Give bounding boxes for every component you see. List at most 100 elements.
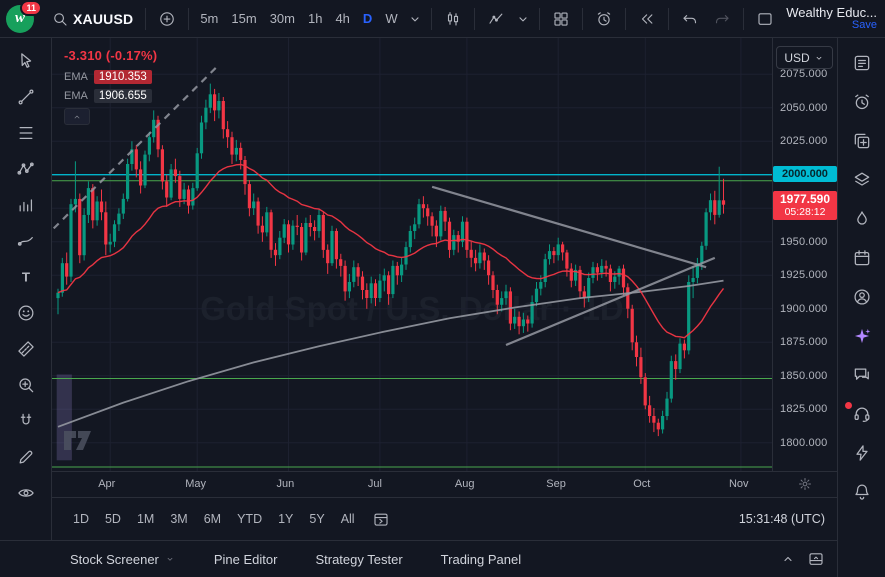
divider: [188, 7, 190, 30]
goto-date-icon[interactable]: [372, 510, 390, 528]
notifications-button[interactable]: [846, 481, 878, 503]
alerts-button[interactable]: [846, 91, 878, 113]
legend-collapse-button[interactable]: [64, 108, 90, 125]
ema-legend-row[interactable]: EMA 1906.655: [64, 89, 157, 103]
tool-magnet-button[interactable]: [10, 410, 42, 432]
tool-trend-line-button[interactable]: [10, 86, 42, 108]
price-tick: 1950.000: [780, 235, 828, 248]
tab-pine-editor[interactable]: Pine Editor: [214, 552, 278, 567]
bar-replay-button[interactable]: [631, 7, 663, 31]
restore-panel-icon[interactable]: [807, 550, 825, 568]
calendar-button[interactable]: [846, 247, 878, 269]
chevron-down-icon: [406, 10, 424, 28]
expand-panel-icon[interactable]: [779, 550, 797, 568]
range-6M[interactable]: 6M: [203, 512, 222, 526]
account-name: Wealthy Educ...: [786, 5, 877, 19]
ai-assistant-button[interactable]: [846, 325, 878, 347]
price-tick: 1925.000: [780, 269, 828, 282]
symbol-search-button[interactable]: XAUUSD: [44, 7, 140, 31]
time-axis[interactable]: Apr May Jun Jul Aug Sep Oct Nov: [52, 471, 837, 497]
timeframe-4h[interactable]: 4h: [335, 11, 350, 26]
alert-button[interactable]: [588, 7, 620, 31]
level-price-badge: 2000.000: [773, 165, 837, 182]
range-3M[interactable]: 3M: [170, 512, 188, 526]
candlestick-chart[interactable]: [52, 38, 772, 471]
tool-text-button[interactable]: T: [10, 266, 42, 288]
templates-button[interactable]: [846, 130, 878, 152]
layout-grid-button[interactable]: [545, 7, 577, 31]
timeframe-30m[interactable]: 30m: [269, 11, 295, 26]
cursor-icon: [16, 51, 36, 71]
divider: [430, 7, 432, 30]
timeframe-5m[interactable]: 5m: [200, 11, 219, 26]
month-label: May: [185, 478, 206, 490]
save-link[interactable]: Save: [851, 18, 877, 31]
app-logo[interactable]: w 11: [6, 0, 42, 34]
timeframe-D[interactable]: D: [362, 11, 373, 26]
tool-ruler-button[interactable]: [10, 338, 42, 360]
hotlists-button[interactable]: [846, 208, 878, 230]
undo-button[interactable]: [674, 7, 706, 31]
range-1D[interactable]: 1D: [73, 512, 89, 526]
chat-button[interactable]: [846, 364, 878, 386]
right-sidebar: [837, 38, 885, 577]
watchlist-button[interactable]: [846, 52, 878, 74]
tab-trading-panel[interactable]: Trading Panel: [441, 552, 521, 567]
magnet-icon: [16, 411, 36, 431]
ruler-icon: [16, 339, 36, 359]
tool-forecast-button[interactable]: [10, 194, 42, 216]
shortcuts-button[interactable]: [846, 442, 878, 464]
tradingview-logo[interactable]: [62, 430, 94, 456]
tool-visibility-button[interactable]: [10, 482, 42, 504]
calendar-icon: [852, 248, 872, 268]
ai-assistant-icon: [852, 326, 872, 346]
svg-text:T: T: [21, 270, 29, 285]
chart-style-button[interactable]: [437, 7, 469, 31]
range-YTD[interactable]: YTD: [237, 512, 263, 526]
tool-emoji-button[interactable]: [10, 302, 42, 324]
save-layout-button[interactable]: [749, 7, 781, 31]
currency-dropdown[interactable]: USD: [776, 46, 833, 69]
symbol-name: XAUUSD: [73, 10, 134, 27]
tool-zoom-button[interactable]: [10, 374, 42, 396]
range-All[interactable]: All: [340, 512, 355, 526]
search-icon: [51, 10, 69, 28]
ideas-button[interactable]: [846, 286, 878, 308]
timeframe-W[interactable]: W: [385, 11, 398, 26]
support-icon: [852, 404, 872, 424]
compare-button[interactable]: [151, 7, 183, 31]
support-button[interactable]: [844, 402, 878, 425]
indicators-button[interactable]: [480, 7, 512, 31]
shortcuts-icon: [852, 443, 872, 463]
range-1M[interactable]: 1M: [136, 512, 155, 526]
price-axis[interactable]: USD 1800.000 1825.000 1850.000 1875.000 1900…: [772, 38, 837, 471]
tool-edit-button[interactable]: [10, 446, 42, 468]
chat-icon: [852, 365, 872, 385]
timeframe-menu-button[interactable]: [404, 7, 426, 31]
divider: [145, 7, 147, 30]
chart-area[interactable]: Gold Spot / U.S. Dollar · 1D -3.310 (-0.…: [52, 38, 772, 471]
gear-icon[interactable]: [797, 476, 813, 492]
timeframe-1h[interactable]: 1h: [307, 11, 323, 26]
range-5D[interactable]: 5D: [104, 512, 121, 526]
chevron-up-icon: [71, 111, 83, 123]
tab-strategy-tester[interactable]: Strategy Tester: [315, 552, 402, 567]
tool-brush-button[interactable]: [10, 230, 42, 252]
timeframe-15m[interactable]: 15m: [231, 11, 257, 26]
timezone-clock[interactable]: 15:31:48 (UTC): [738, 512, 825, 526]
tab-stock-screener[interactable]: Stock Screener: [70, 552, 176, 567]
chevron-down-icon: [813, 52, 825, 64]
redo-button[interactable]: [706, 7, 738, 31]
range-1Y[interactable]: 1Y: [278, 512, 294, 526]
price-tick: 1825.000: [780, 403, 828, 416]
range-5Y[interactable]: 5Y: [309, 512, 325, 526]
hotlists-icon: [852, 209, 872, 229]
indicator-templates-button[interactable]: [512, 7, 534, 31]
tool-fib-retracement-button[interactable]: [10, 122, 42, 144]
object-tree-button[interactable]: [846, 169, 878, 191]
tool-cursor-button[interactable]: [10, 50, 42, 72]
month-label: Jun: [276, 478, 295, 490]
tool-xabcd-pattern-button[interactable]: [10, 158, 42, 180]
ema-legend-row[interactable]: EMA 1910.353: [64, 70, 157, 84]
account-block[interactable]: Wealthy Educ... Save: [786, 6, 879, 32]
